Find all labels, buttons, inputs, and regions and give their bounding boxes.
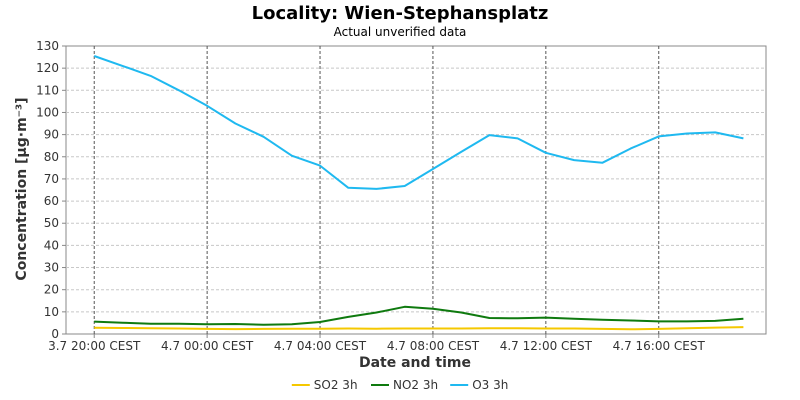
y-tick-label: 100 xyxy=(36,105,59,119)
legend-item: SO2 3h xyxy=(291,378,358,392)
legend-label: NO2 3h xyxy=(393,378,438,392)
y-axis-label: Concentration [µg·m⁻³] xyxy=(14,97,30,280)
x-tick-label: 4.7 00:00 CEST xyxy=(161,339,254,353)
series-line-so2-3h xyxy=(94,326,744,331)
chart-subtitle: Actual unverified data xyxy=(334,25,467,39)
legend-label: SO2 3h xyxy=(314,378,358,392)
plot-frame xyxy=(65,45,767,335)
plot-area xyxy=(65,45,767,335)
y-tick-label: 30 xyxy=(44,261,59,275)
y-axis-ticks: 0 10 20 30 40 50 60 70 80 90 100 110 120 130 xyxy=(36,39,66,341)
chart-title: Locality: Wien-Stephansplatz xyxy=(252,3,549,24)
y-tick-label: 0 xyxy=(51,327,59,341)
y-tick-label: 50 xyxy=(44,216,59,230)
y-tick-label: 110 xyxy=(36,83,59,97)
x-tick-label: 4.7 08:00 CEST xyxy=(387,339,480,353)
x-tick-label: 3.7 20:00 CEST xyxy=(48,339,141,353)
x-tick-label: 4.7 16:00 CEST xyxy=(613,339,706,353)
x-axis-ticks: 3.7 20:00 CEST 4.7 00:00 CEST 4.7 04:00 CE… xyxy=(48,334,706,353)
y-tick-label: 120 xyxy=(36,61,59,75)
y-tick-label: 20 xyxy=(44,283,59,297)
series-line-o3-3h xyxy=(93,55,744,190)
series-line-no2-3h xyxy=(94,305,744,326)
vertical-gridlines xyxy=(93,46,660,334)
y-tick-label: 80 xyxy=(44,150,59,164)
y-tick-label: 10 xyxy=(44,305,59,319)
y-tick-label: 90 xyxy=(44,128,59,142)
legend: SO2 3h NO2 3h O3 3h xyxy=(291,378,508,392)
x-tick-label: 4.7 04:00 CEST xyxy=(274,339,367,353)
x-tick-label: 4.7 12:00 CEST xyxy=(500,339,593,353)
x-axis-label: Date and time xyxy=(359,355,471,371)
y-tick-label: 130 xyxy=(36,39,59,53)
y-tick-label: 60 xyxy=(44,194,59,208)
series-lines xyxy=(93,55,744,331)
legend-item: O3 3h xyxy=(450,378,508,392)
y-tick-label: 40 xyxy=(44,238,59,252)
legend-label: O3 3h xyxy=(472,378,508,392)
legend-item: NO2 3h xyxy=(371,378,438,392)
y-tick-label: 70 xyxy=(44,172,59,186)
